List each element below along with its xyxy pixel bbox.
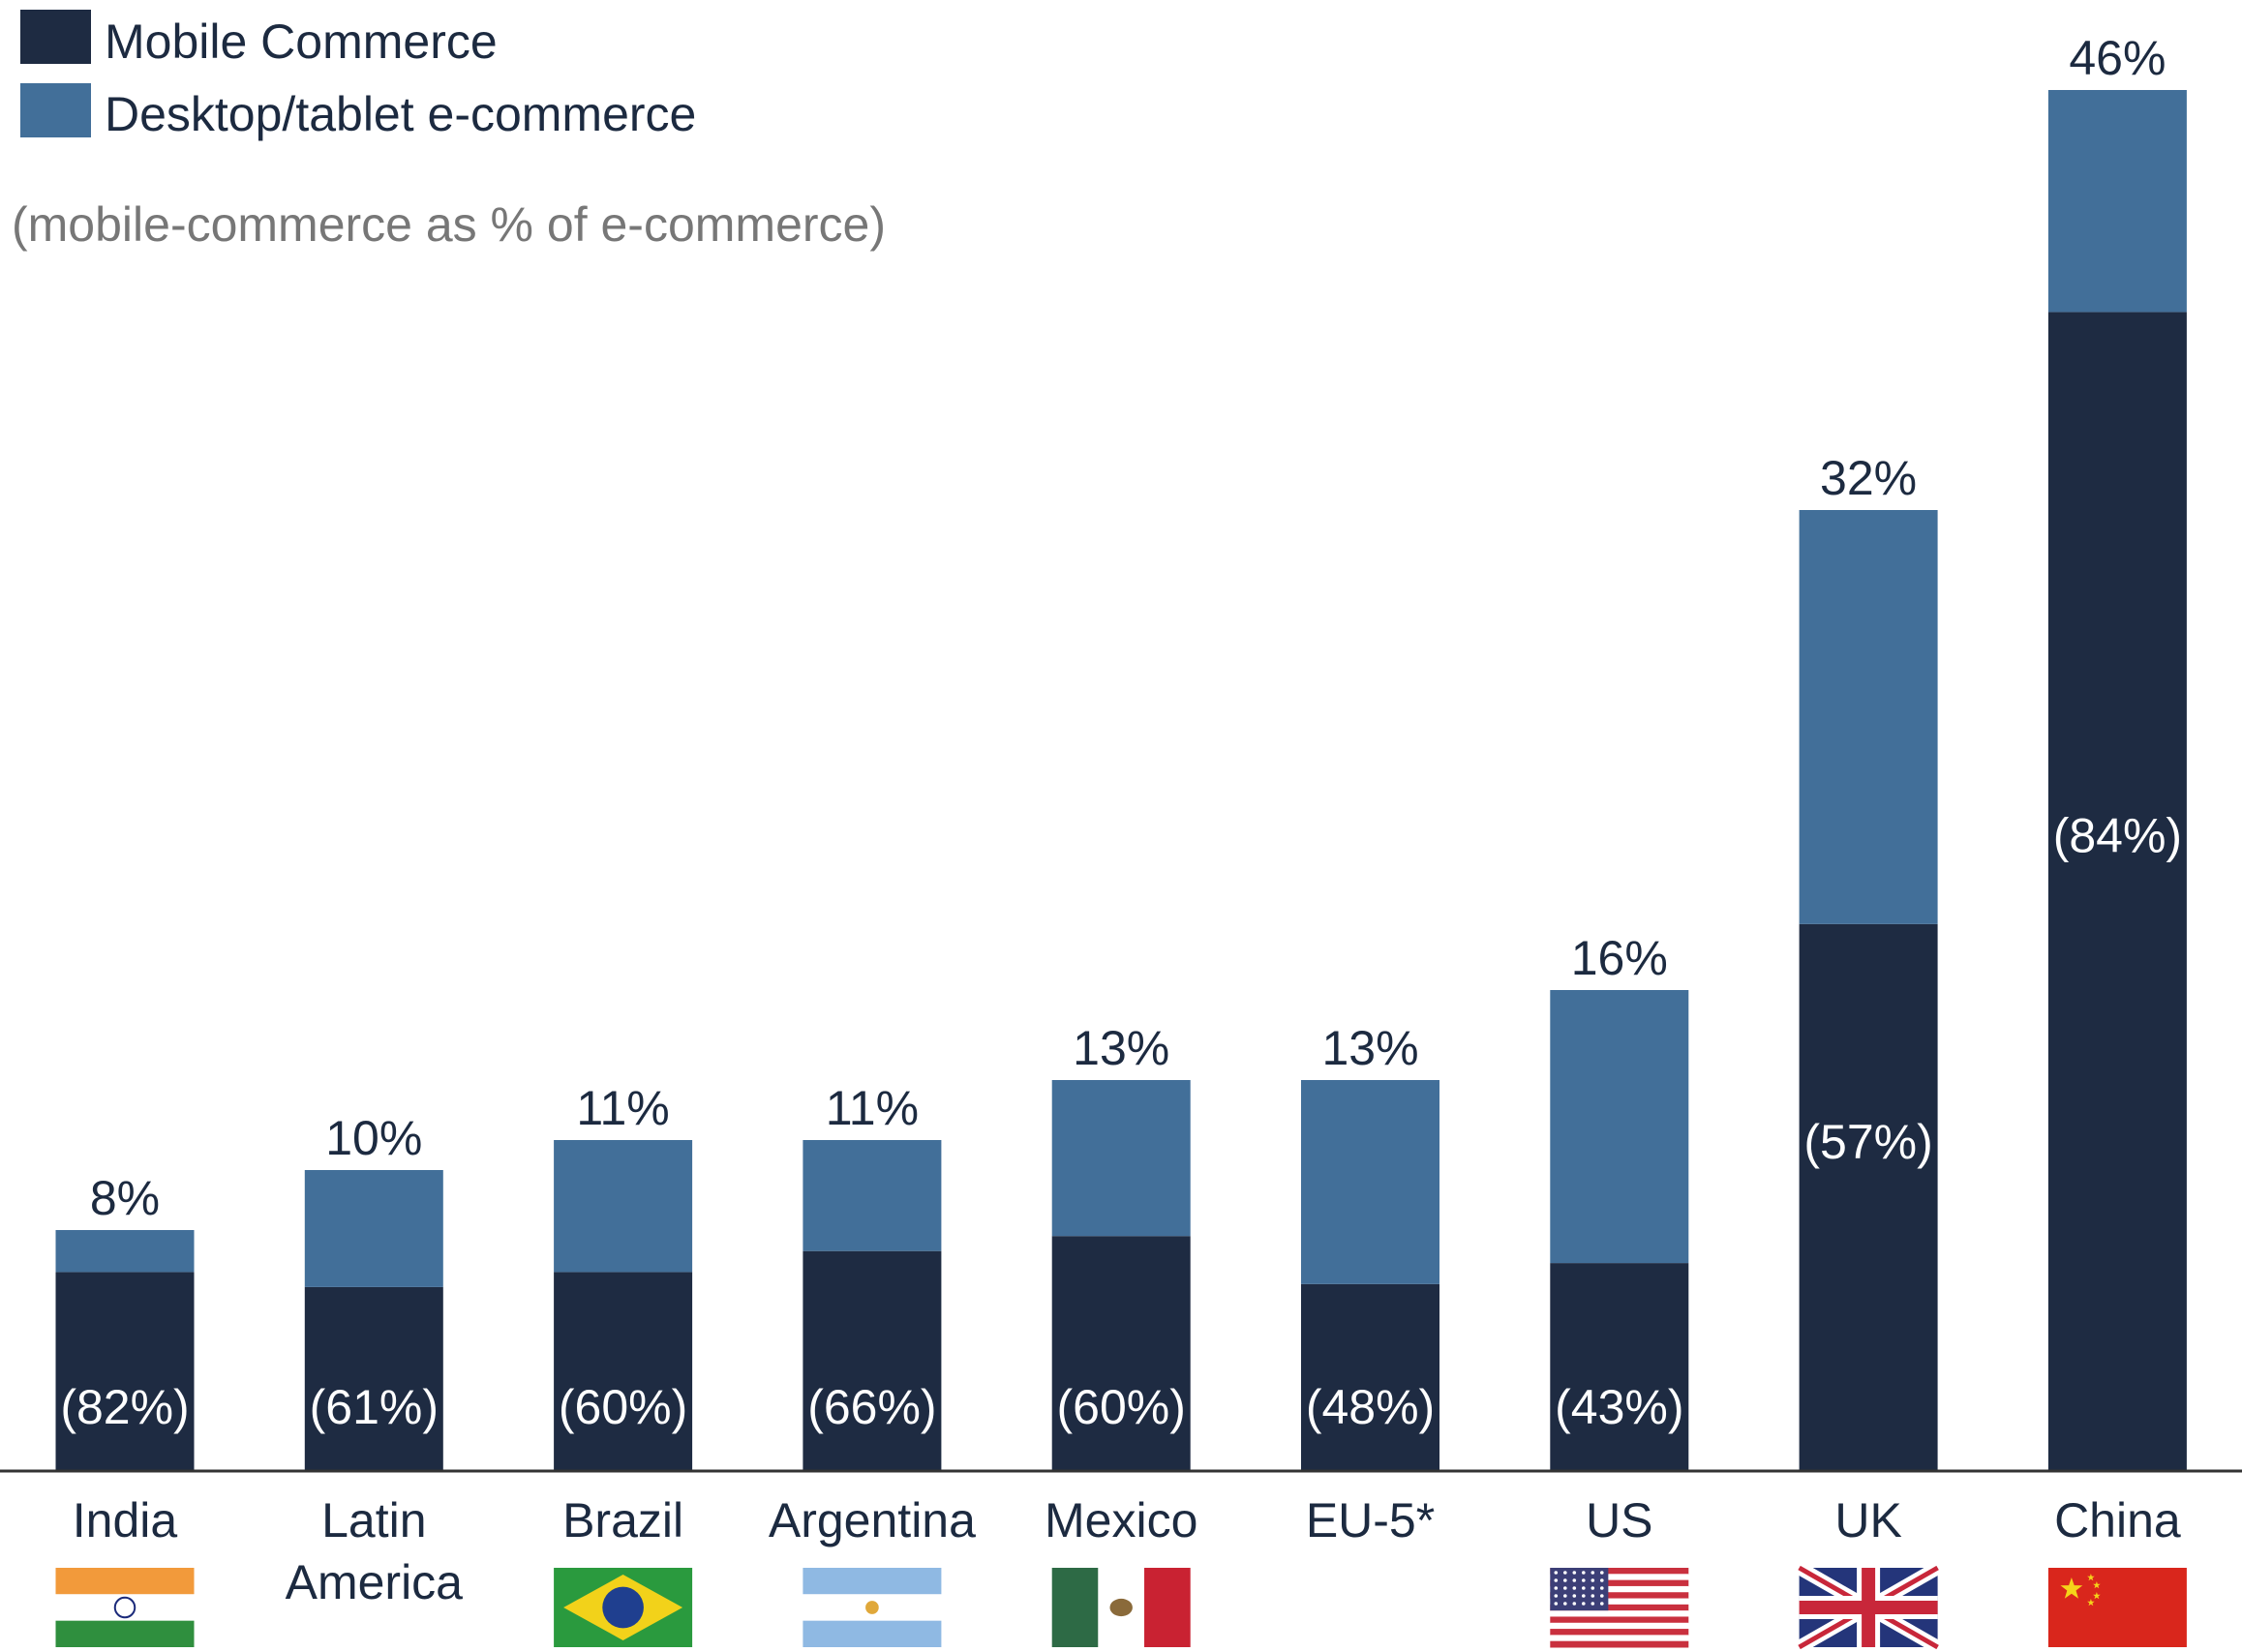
mobile-share-label-brazil: (60%) <box>559 1380 687 1434</box>
mexico-flag-icon <box>1051 1568 1191 1647</box>
bar-desktop-eu-5 <box>1301 1080 1439 1284</box>
total-label-china: 46% <box>2069 31 2166 85</box>
category-label-india: India <box>73 1493 178 1547</box>
total-label-brazil: 11% <box>576 1081 669 1135</box>
bar-mobile-argentina <box>803 1250 942 1470</box>
mobile-share-label-argentina: (66%) <box>807 1380 936 1434</box>
bar-desktop-india <box>55 1230 195 1273</box>
category-label-uk: UK <box>1834 1493 1901 1547</box>
total-label-latin-america: 10% <box>325 1111 422 1165</box>
mobile-share-label-us: (43%) <box>1555 1380 1683 1434</box>
category-label-mexico: Mexico <box>1045 1493 1197 1547</box>
category-label-eu-5: EU-5* <box>1306 1493 1435 1547</box>
bar-desktop-mexico <box>1051 1080 1191 1237</box>
legend-label-desktop: Desktop/tablet e-commerce <box>105 87 697 141</box>
bar-desktop-argentina <box>803 1140 942 1251</box>
category-label-brazil: Brazil <box>562 1493 683 1547</box>
category-label-argentina: Argentina <box>769 1493 976 1547</box>
category-label-china: China <box>2054 1493 2181 1547</box>
legend-swatch-desktop <box>20 83 91 137</box>
bar-mobile-china <box>2047 312 2187 1470</box>
bar-mobile-eu-5 <box>1301 1283 1439 1470</box>
uk-flag-icon <box>1796 1561 1942 1652</box>
bar-mobile-us <box>1550 1263 1689 1470</box>
legend-swatch-mobile <box>20 10 91 64</box>
india-flag-icon <box>55 1568 195 1647</box>
category-label-latin-america-line2: America <box>286 1555 464 1609</box>
us-flag-icon <box>1550 1568 1689 1648</box>
bar-mobile-latin-america <box>304 1286 443 1470</box>
total-label-us: 16% <box>1571 931 1668 985</box>
category-label-latin-america-line1: Latin <box>321 1493 426 1547</box>
legend-label-mobile: Mobile Commerce <box>105 15 498 69</box>
bar-desktop-brazil <box>554 1140 693 1273</box>
mobile-share-label-eu-5: (48%) <box>1306 1380 1435 1434</box>
mobile-share-label-uk: (57%) <box>1803 1115 1932 1169</box>
mobile-share-label-china: (84%) <box>2053 809 2182 863</box>
chart-subtitle: (mobile-commerce as % of e-commerce) <box>12 197 886 252</box>
bar-mobile-mexico <box>1051 1236 1191 1470</box>
total-label-india: 8% <box>90 1171 160 1225</box>
argentina-flag-icon <box>803 1568 942 1647</box>
bar-desktop-uk <box>1799 510 1938 924</box>
bar-mobile-india <box>55 1272 195 1470</box>
bar-mobile-brazil <box>554 1272 693 1470</box>
bar-desktop-latin-america <box>304 1170 443 1287</box>
mobile-share-label-mexico: (60%) <box>1057 1380 1186 1434</box>
mobile-share-label-india: (82%) <box>60 1380 189 1434</box>
mobile-share-label-latin-america: (61%) <box>310 1380 439 1434</box>
total-label-mexico: 13% <box>1073 1021 1169 1075</box>
total-label-eu-5: 13% <box>1321 1021 1418 1075</box>
bar-desktop-china <box>2047 90 2187 313</box>
bar-desktop-us <box>1550 990 1689 1264</box>
total-label-argentina: 11% <box>826 1081 919 1135</box>
total-label-uk: 32% <box>1820 451 1917 505</box>
brazil-flag-icon <box>554 1568 693 1647</box>
category-label-us: US <box>1586 1493 1652 1547</box>
china-flag-icon <box>2047 1568 2187 1647</box>
bar-mobile-uk <box>1799 923 1938 1470</box>
